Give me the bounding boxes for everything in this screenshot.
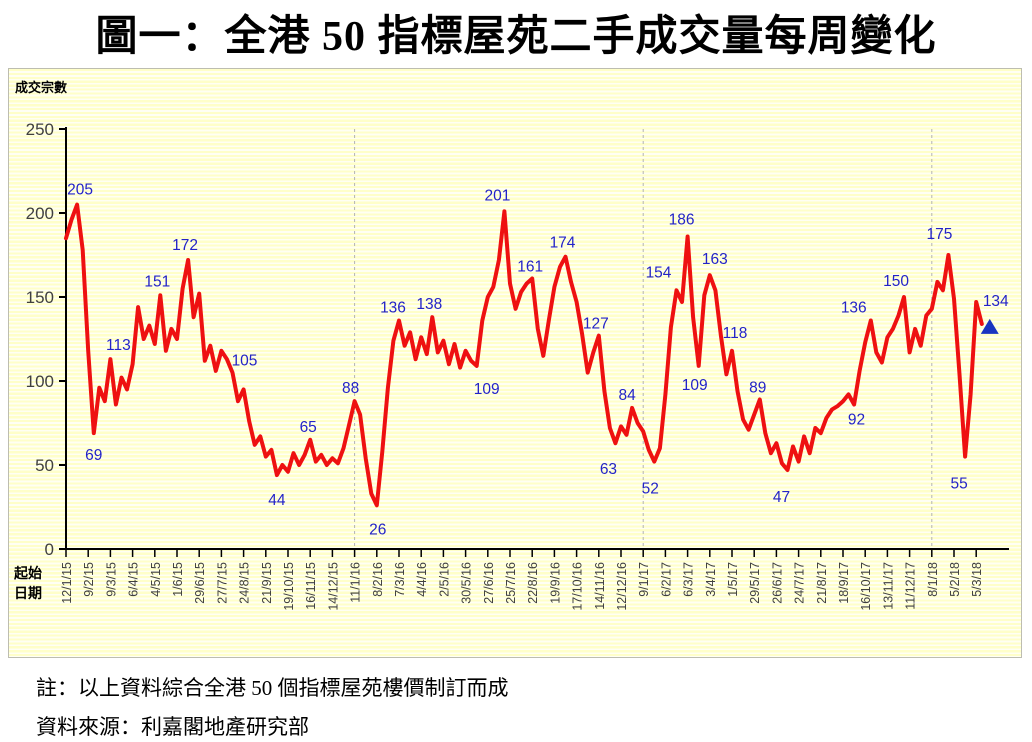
chart-panel: 成交宗數 起始 日期 0 50 100 150 200 250 12/1/15 9/2/15 9… (8, 68, 1022, 658)
data-point-label: 163 (702, 251, 728, 268)
data-point-label: 44 (268, 492, 286, 509)
data-point-label: 63 (600, 461, 617, 478)
x-tick-label: 21/8/17 (815, 562, 829, 604)
data-point-label: 47 (773, 489, 790, 506)
x-tick-label: 8/2/16 (371, 562, 385, 597)
x-tick-label: 9/3/15 (104, 562, 118, 597)
data-point-label: 65 (300, 419, 317, 436)
footnotes: 註：以上資料綜合全港 50 個指標屋苑樓價制訂而成 資料來源：利嘉閣地產研究部 (36, 672, 509, 742)
data-point-label: 150 (883, 273, 909, 290)
data-point-label: 105 (232, 353, 258, 370)
x-tick-label: 29/5/17 (748, 562, 762, 604)
data-point-label: 151 (144, 273, 170, 290)
x-tick-label: 29/6/15 (193, 562, 207, 604)
x-tick-label: 16/10/17 (859, 562, 873, 611)
x-tick-label: 5/2/18 (948, 562, 962, 597)
x-tick-label: 16/11/15 (304, 562, 318, 610)
x-tick-label: 9/1/17 (637, 562, 651, 597)
data-point-label: 175 (927, 226, 953, 243)
x-tick-label: 13/11/17 (881, 562, 895, 610)
data-point-label: 186 (669, 212, 695, 229)
x-tick-label: 30/5/16 (460, 562, 474, 604)
x-tick-label: 25/7/16 (504, 562, 518, 604)
x-tick-label: 21/9/15 (260, 562, 274, 604)
data-point-label: 55 (950, 476, 967, 493)
note-text: 註：以上資料綜合全港 50 個指標屋苑樓價制訂而成 (36, 676, 509, 700)
y-axis-title: 成交宗數 (15, 80, 68, 95)
x-tick-label: 2/5/16 (437, 562, 451, 597)
x-tick-label: 14/12/15 (326, 562, 340, 611)
y-tick-label: 200 (26, 204, 54, 223)
data-line (64, 202, 984, 508)
data-point-label: 134 (983, 293, 1009, 310)
x-tick-label: 6/2/17 (659, 562, 673, 597)
data-point-label: 201 (485, 187, 511, 204)
data-point-label: 109 (474, 381, 500, 398)
x-tick-label: 14/11/16 (593, 562, 607, 610)
x-tick-label: 1/5/17 (726, 562, 740, 597)
x-tick-label: 24/7/17 (793, 562, 807, 604)
data-point-label: 174 (550, 235, 576, 252)
x-tick-label: 18/9/17 (837, 562, 851, 604)
data-point-label: 52 (642, 481, 659, 498)
latest-point-triangle-icon (980, 318, 999, 334)
data-point-label: 136 (841, 300, 867, 317)
x-tick-label: 19/9/16 (548, 562, 562, 604)
x-tick-label: 4/4/16 (415, 562, 429, 597)
x-tick-label: 5/3/18 (970, 562, 984, 597)
page-title: 圖一：全港 50 指標屋苑二手成交量每周變化 (95, 14, 937, 60)
x-tick-label: 9/2/15 (82, 562, 96, 597)
x-tick-label: 1/6/15 (171, 562, 185, 597)
x-tick-label: 22/8/16 (526, 562, 540, 604)
data-point-label: 109 (682, 377, 708, 394)
x-tick-label: 17/10/16 (571, 562, 585, 611)
x-tick-label: 12/12/16 (615, 562, 629, 611)
x-tick-label: 11/12/17 (904, 562, 918, 610)
data-point-label: 154 (646, 264, 672, 281)
line-chart-canvas: 0 50 100 150 200 250 12/1/15 9/2/15 9/3/15 6/4/15… (26, 120, 1009, 611)
y-tick-label: 250 (26, 120, 54, 139)
data-point-label: 205 (67, 182, 93, 199)
y-tick-label: 50 (35, 456, 54, 475)
x-tick-label: 27/7/15 (215, 562, 229, 604)
x-axis-title-line2: 日期 (14, 585, 42, 601)
y-tick-label: 150 (26, 288, 54, 307)
x-tick-label: 11/1/16 (349, 562, 363, 603)
y-tick-label: 100 (26, 372, 54, 391)
data-point-label: 138 (416, 296, 442, 313)
x-tick-label: 27/6/16 (482, 562, 496, 604)
x-tick-label: 6/3/17 (682, 562, 696, 597)
data-point-label: 161 (517, 259, 543, 276)
source-text: 資料來源：利嘉閣地產研究部 (36, 715, 309, 739)
x-tick-label: 24/8/15 (238, 562, 252, 604)
x-tick-label: 12/1/15 (60, 562, 74, 604)
x-tick-label: 8/1/18 (926, 562, 940, 597)
x-axis-title: 起始 日期 (14, 563, 42, 603)
data-point-label: 172 (172, 237, 198, 254)
y-tick-label: 0 (45, 540, 54, 559)
x-tick-label: 3/4/17 (704, 562, 718, 597)
x-tick-label: 6/4/15 (127, 562, 141, 597)
data-point-label: 92 (848, 411, 865, 428)
data-point-label: 69 (85, 447, 102, 464)
data-point-label: 88 (342, 380, 359, 397)
x-tick-label: 7/3/16 (393, 562, 407, 597)
data-point-label: 26 (369, 521, 386, 538)
x-tick-label: 19/10/15 (282, 562, 296, 611)
x-axis-title-line1: 起始 (14, 565, 42, 581)
data-point-label: 113 (106, 337, 131, 354)
data-point-label: 136 (380, 300, 406, 317)
data-point-label: 89 (749, 379, 766, 396)
x-tick-label: 4/5/15 (149, 562, 163, 597)
data-point-label: 84 (618, 387, 636, 404)
data-point-label: 118 (723, 325, 748, 342)
x-tick-label: 26/6/17 (770, 562, 784, 604)
data-point-label: 127 (583, 316, 609, 333)
